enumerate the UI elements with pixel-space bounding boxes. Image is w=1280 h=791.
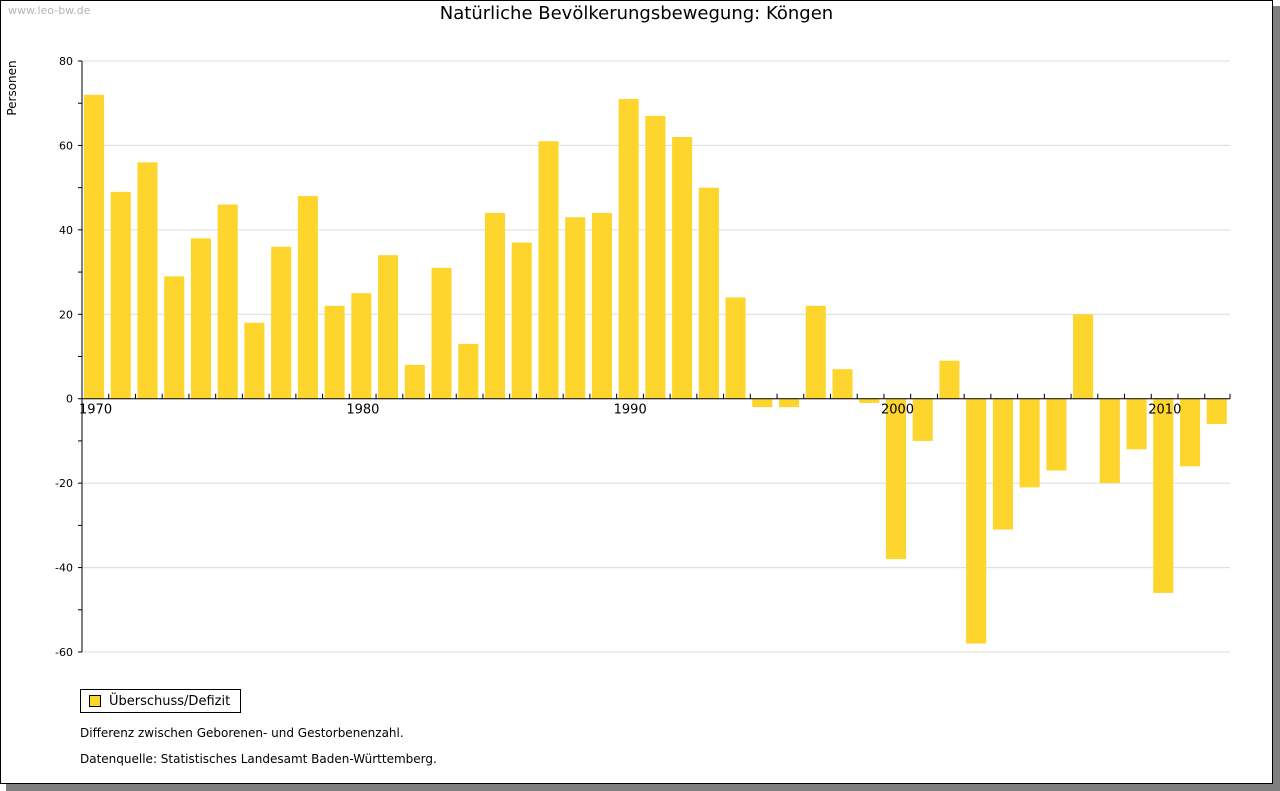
x-tick-label: 2010: [1148, 403, 1181, 418]
bar: [806, 306, 826, 399]
legend-label: Überschuss/Defizit: [109, 694, 230, 709]
note-source: Datenquelle: Statistisches Landesamt Bad…: [80, 752, 437, 766]
frame-shadow-right: [1273, 6, 1280, 791]
y-tick-label: 80: [59, 55, 73, 68]
bar: [218, 205, 238, 399]
bar: [859, 399, 879, 403]
bar: [592, 213, 612, 399]
bar: [351, 293, 371, 399]
bar: [565, 217, 585, 399]
note-definition: Differenz zwischen Geborenen- und Gestor…: [80, 726, 404, 740]
bar: [1046, 399, 1066, 471]
frame-shadow-bottom: [6, 784, 1280, 791]
x-tick-label: 1980: [346, 403, 379, 418]
bar: [111, 192, 131, 399]
bar: [325, 306, 345, 399]
bar: [913, 399, 933, 441]
y-tick-label: -20: [55, 477, 73, 490]
bar: [779, 399, 799, 407]
y-tick-label: -60: [55, 646, 73, 659]
bar: [1180, 399, 1200, 467]
bar: [1207, 399, 1227, 424]
bar: [939, 361, 959, 399]
bar: [378, 255, 398, 399]
bar: [752, 399, 772, 407]
y-tick-label: 60: [59, 139, 73, 152]
bar: [672, 137, 692, 399]
bar: [432, 268, 452, 399]
bar: [886, 399, 906, 559]
y-tick-label: 20: [59, 308, 73, 321]
x-tick-label: 2000: [881, 403, 914, 418]
bar: [832, 369, 852, 399]
bar: [1020, 399, 1040, 488]
bar: [271, 247, 291, 399]
bar: [1153, 399, 1173, 593]
bar: [993, 399, 1013, 530]
bar: [84, 95, 104, 399]
x-tick-label: 1990: [614, 403, 647, 418]
bar: [726, 297, 746, 398]
legend: Überschuss/Defizit: [80, 689, 241, 713]
bar: [405, 365, 425, 399]
bar: [538, 141, 558, 399]
bar: [191, 238, 211, 398]
bar: [298, 196, 318, 399]
bar: [485, 213, 505, 399]
bar: [1073, 314, 1093, 398]
bar: [164, 276, 184, 398]
y-tick-label: -40: [55, 562, 73, 575]
bar: [137, 162, 157, 398]
y-tick-label: 40: [59, 224, 73, 237]
bar: [458, 344, 478, 399]
bar: [1100, 399, 1120, 483]
bar: [966, 399, 986, 644]
bar: [645, 116, 665, 399]
legend-swatch: [89, 695, 101, 707]
bar: [1127, 399, 1147, 450]
bar: [244, 323, 264, 399]
bar: [619, 99, 639, 399]
x-tick-label: 1970: [79, 403, 112, 418]
bar: [512, 243, 532, 399]
y-tick-label: 0: [66, 393, 73, 406]
bar: [699, 188, 719, 399]
